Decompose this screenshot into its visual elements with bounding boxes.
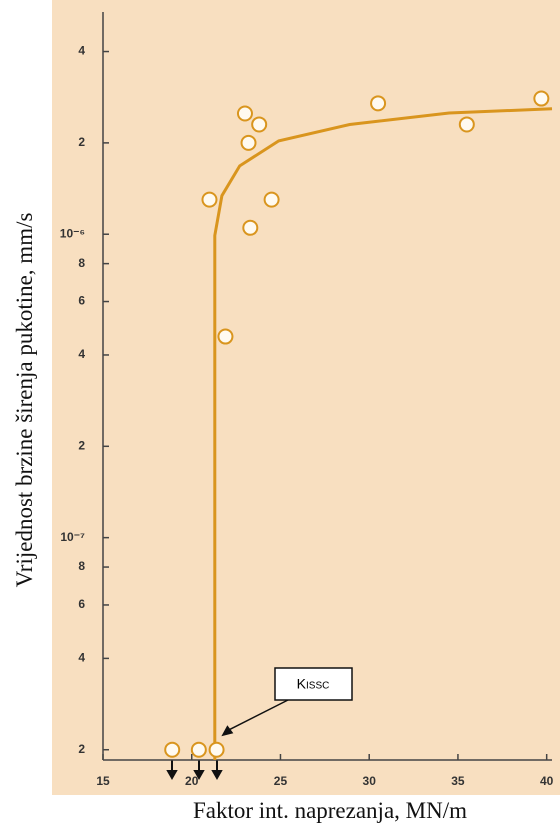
y-tick-label: 8 [78, 256, 85, 270]
x-tick-label: 25 [274, 774, 288, 788]
y-tick-label: 2 [78, 742, 85, 756]
x-tick-label: 35 [451, 774, 465, 788]
data-point [263, 191, 280, 208]
x-tick-label: 20 [185, 774, 199, 788]
data-point [251, 116, 268, 133]
data-point [533, 90, 550, 107]
y-tick-label: 8 [78, 559, 85, 573]
x-tick-label: 30 [363, 774, 377, 788]
data-point [458, 116, 475, 133]
y-tick-label: 4 [78, 347, 85, 361]
annotation-text: Kissc [297, 676, 330, 692]
y-axis-title: Vrijednost brzine širenja pukotine, mm/s [12, 213, 37, 588]
data-point [208, 741, 225, 758]
plot-background [52, 0, 560, 795]
y-tick-label: 4 [78, 44, 85, 58]
data-point [217, 328, 234, 345]
y-tick-label: 2 [78, 135, 85, 149]
data-point [370, 95, 387, 112]
data-point [190, 741, 207, 758]
data-point [201, 191, 218, 208]
below-range-arrows [166, 760, 223, 781]
annotation-arrow [224, 699, 289, 733]
annotation-box [274, 667, 353, 701]
fit-curve [213, 107, 553, 760]
data-point [164, 741, 181, 758]
y-tick-label: 10⁻⁷ [60, 530, 85, 544]
annotation-arrowhead [221, 725, 234, 737]
y-tick-label: 2 [78, 438, 85, 452]
y-tick-label: 6 [78, 294, 85, 308]
data-point [242, 219, 259, 236]
x-tick-label: 40 [540, 774, 554, 788]
data-point [236, 105, 253, 122]
x-axis-title: Faktor int. naprezanja, MN/m [193, 798, 467, 823]
y-tick-label: 10⁻⁶ [60, 226, 85, 240]
y-tick-label: 6 [78, 597, 85, 611]
x-tick-label: 15 [96, 774, 110, 788]
data-point [240, 134, 257, 151]
y-tick-label: 4 [78, 651, 85, 665]
